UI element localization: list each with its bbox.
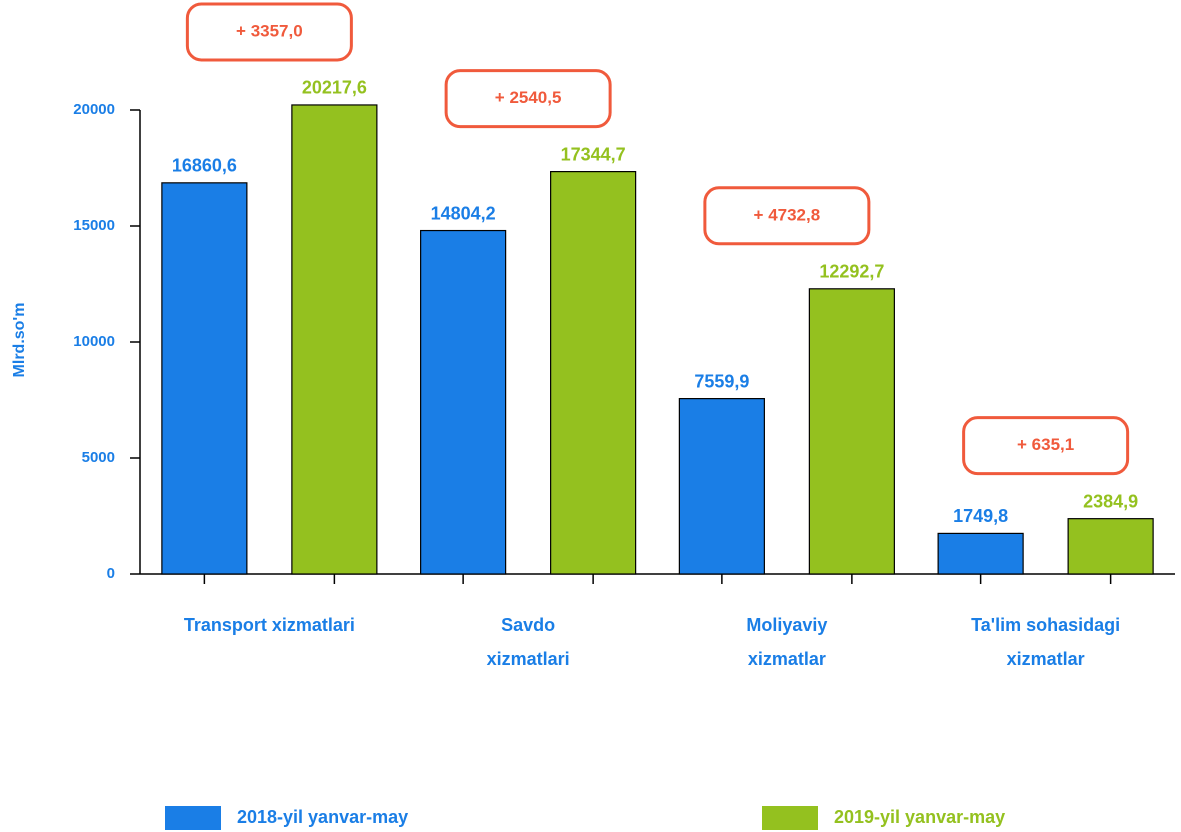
bar bbox=[420, 229, 507, 575]
annotation-box bbox=[703, 186, 871, 246]
value-label: 7559,9 bbox=[694, 371, 749, 391]
bar bbox=[161, 182, 248, 575]
annotation-box bbox=[185, 2, 353, 62]
y-axis-label: Mlrd.so'm bbox=[11, 303, 28, 378]
x-tick-label: Moliyaviy bbox=[746, 615, 827, 635]
y-tick-label: 15000 bbox=[73, 217, 115, 234]
y-tick-label: 10000 bbox=[73, 333, 115, 350]
y-tick-label: 5000 bbox=[82, 449, 115, 466]
bar bbox=[937, 532, 1024, 575]
bar bbox=[1067, 518, 1154, 575]
legend-label: 2019-yil yanvar-may bbox=[834, 807, 1005, 827]
value-label: 16860,6 bbox=[172, 156, 237, 176]
bar bbox=[291, 104, 378, 575]
y-tick-label: 20000 bbox=[73, 101, 115, 118]
x-tick-label: Transport xizmatlari bbox=[184, 615, 355, 635]
annotation: + 4732,8 bbox=[754, 205, 821, 224]
bar bbox=[678, 398, 765, 575]
legend-swatch bbox=[762, 806, 818, 830]
annotation-box bbox=[962, 416, 1130, 476]
annotation: + 635,1 bbox=[1017, 435, 1074, 454]
legend-swatch bbox=[165, 806, 221, 830]
y-tick-label: 0 bbox=[107, 565, 115, 582]
x-tick-label: Ta'lim sohasidagi bbox=[971, 615, 1120, 635]
annotation: + 2540,5 bbox=[495, 88, 562, 107]
x-tick-label: Savdo bbox=[501, 615, 555, 635]
value-label: 17344,7 bbox=[561, 144, 626, 164]
x-tick-label: xizmatlar bbox=[1007, 649, 1085, 669]
legend-label: 2018-yil yanvar-may bbox=[237, 807, 408, 827]
annotation: + 3357,0 bbox=[236, 21, 303, 40]
x-tick-label: xizmatlar bbox=[748, 649, 826, 669]
value-label: 2384,9 bbox=[1083, 491, 1138, 511]
bar bbox=[550, 171, 637, 575]
value-label: 20217,6 bbox=[302, 78, 367, 98]
value-label: 12292,7 bbox=[819, 262, 884, 282]
value-label: 1749,8 bbox=[953, 506, 1008, 526]
value-label: 14804,2 bbox=[431, 203, 496, 223]
x-tick-label: xizmatlari bbox=[487, 649, 570, 669]
annotation-box bbox=[444, 69, 612, 129]
bar bbox=[808, 288, 895, 575]
